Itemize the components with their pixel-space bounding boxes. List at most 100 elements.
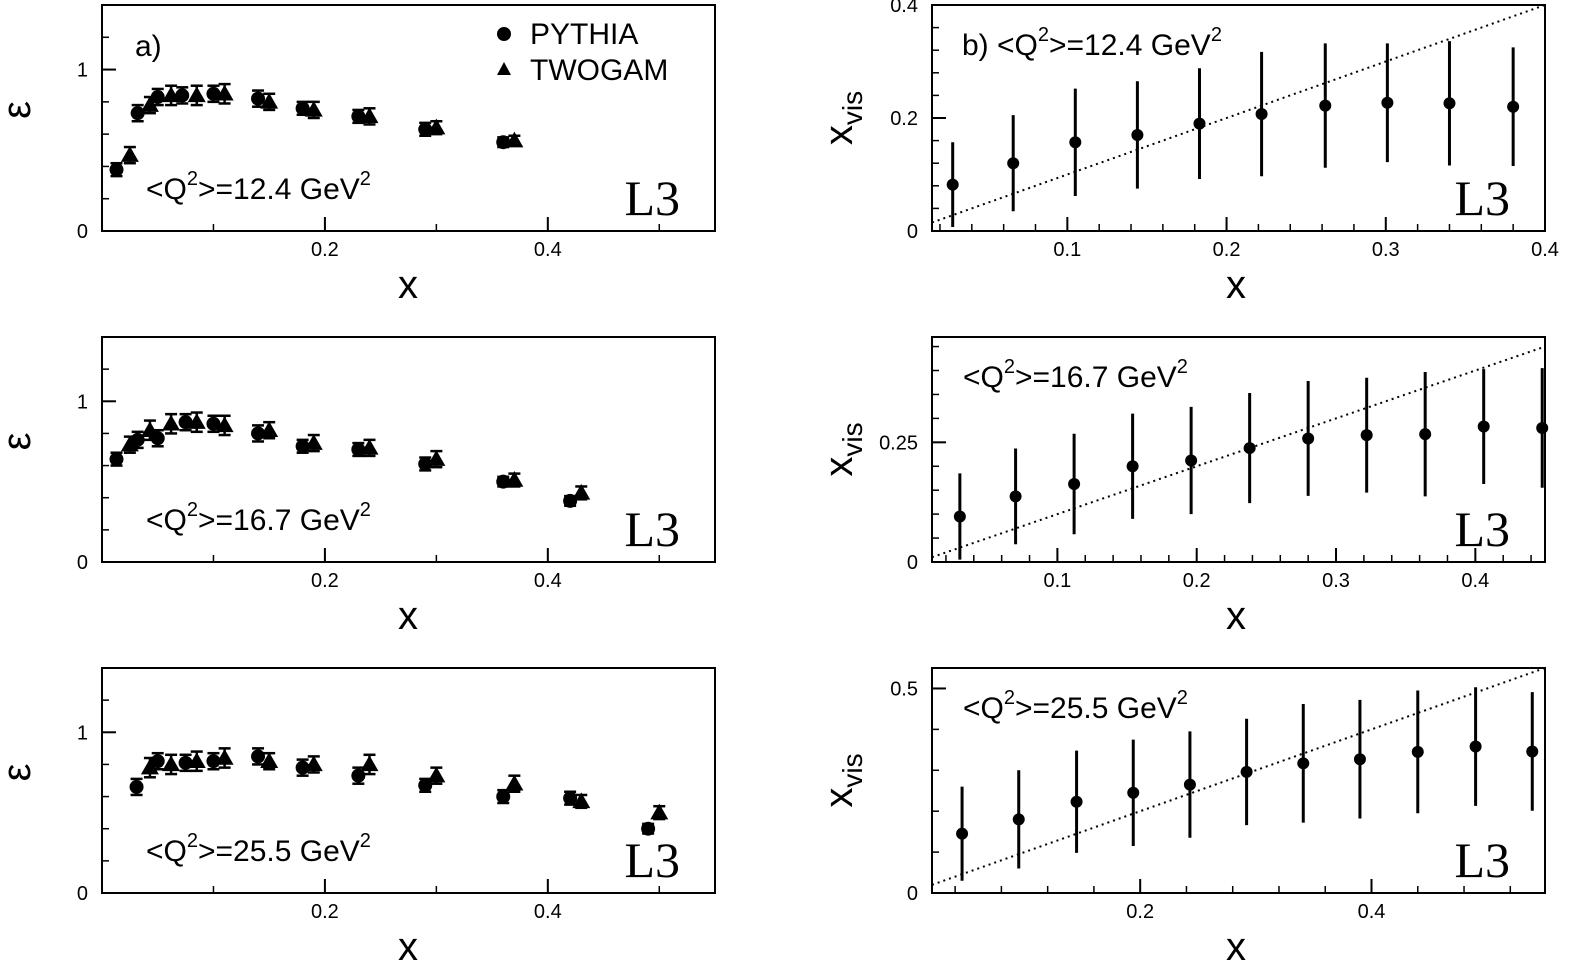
data-point <box>1411 690 1424 814</box>
circle-marker <box>1183 778 1196 791</box>
triangle-marker <box>572 792 591 809</box>
q2-annotation-mid: >=25.5 GeV <box>1015 692 1177 725</box>
data-point <box>427 118 446 136</box>
data-point <box>1183 731 1196 838</box>
q2-annotation-prefix: <Q <box>146 173 187 206</box>
circle-marker <box>1127 786 1140 799</box>
triangle-marker <box>187 752 206 768</box>
circle-marker <box>206 86 221 101</box>
x-axis-title: x <box>1226 263 1246 307</box>
q2-annotation-sup2: 2 <box>1177 356 1188 378</box>
triangle-marker <box>187 86 206 103</box>
data-point <box>109 161 124 178</box>
y-axis-title: ε <box>0 101 39 119</box>
series-twogam <box>140 747 669 821</box>
y-axis-title: ε <box>0 432 39 450</box>
data-point <box>1007 115 1020 212</box>
data-point <box>360 438 379 458</box>
triangle-marker <box>260 752 279 768</box>
triangle-marker <box>360 438 379 455</box>
circle-marker <box>1302 432 1315 445</box>
data-point <box>496 788 511 805</box>
triangle-marker <box>360 107 379 124</box>
circle-marker <box>351 109 366 124</box>
l3-logo-text: L3 <box>624 832 680 888</box>
y-axis-title: ε <box>0 763 39 781</box>
data-point <box>351 766 366 785</box>
data-point <box>1469 687 1482 806</box>
triangle-marker <box>304 434 323 450</box>
x-tick-label: 0.4 <box>534 901 562 923</box>
triangle-marker <box>260 421 279 437</box>
data-point <box>1381 43 1394 163</box>
plot-frame <box>931 667 1546 894</box>
circle-marker <box>109 162 124 177</box>
l3-logo-text: L3 <box>624 170 680 226</box>
data-point <box>1068 433 1081 535</box>
circle-marker <box>1255 108 1268 121</box>
data-point <box>215 747 234 769</box>
data-point <box>206 84 221 104</box>
series-twogam <box>120 411 591 501</box>
triangle-marker <box>140 96 159 112</box>
plot-frame <box>101 4 716 232</box>
y-axis-title-main: x <box>817 457 861 477</box>
plot-frame <box>931 336 1546 563</box>
circle-marker <box>351 768 366 783</box>
data-point <box>251 747 266 766</box>
x-tick-label: 0.2 <box>311 570 339 592</box>
circle-marker <box>251 91 266 106</box>
data-point <box>260 420 279 440</box>
series-pythia <box>109 84 511 178</box>
triangle-marker <box>360 755 379 772</box>
q2-annotation-mid: >=16.7 GeV <box>198 504 360 537</box>
data-point <box>572 483 591 501</box>
data-point <box>427 449 446 469</box>
data-point <box>953 473 966 560</box>
triangle-marker <box>260 92 279 109</box>
data-point <box>1127 739 1140 846</box>
circle-marker <box>1007 157 1020 170</box>
circle-marker <box>1185 454 1198 467</box>
data-point <box>178 412 193 432</box>
data-point <box>1193 68 1206 180</box>
y-axis-title-main: ε <box>0 432 39 450</box>
x-axis-title: x <box>398 925 418 969</box>
x-tick-label: 0.4 <box>1461 570 1489 592</box>
data-point <box>187 84 206 107</box>
triangle-marker <box>120 146 139 162</box>
data-point <box>351 441 366 458</box>
y-tick-label: 0 <box>907 883 918 905</box>
q2-annotation-prefix: <Q <box>963 692 1004 725</box>
y-tick-label: 0.4 <box>890 0 918 17</box>
data-point <box>360 753 379 776</box>
q2-annotation-sup2: 2 <box>360 830 371 852</box>
plot-frame <box>101 667 716 894</box>
q2-annotation-sup: 2 <box>1038 24 1049 46</box>
q2-annotation-mid: >=25.5 GeV <box>198 835 360 868</box>
data-point <box>1477 369 1490 484</box>
legend-circle-marker <box>497 27 511 41</box>
circle-marker <box>1126 460 1139 473</box>
legend-entry-twogam: TWOGAM <box>497 54 668 87</box>
q2-annotation-prefix: <Q <box>963 361 1004 394</box>
q2-annotation-mid: >=12.4 GeV <box>1049 29 1211 62</box>
triangle-marker <box>650 803 669 820</box>
q2-annotation-sup: 2 <box>187 499 198 521</box>
circle-marker <box>1319 99 1332 112</box>
circle-marker <box>1240 765 1253 778</box>
data-point <box>1069 88 1082 196</box>
circle-marker <box>1477 420 1490 433</box>
data-point <box>1507 47 1520 167</box>
q2-annotation: <Q2>=25.5 GeV2 <box>146 830 371 868</box>
x-tick-label: 0.4 <box>1358 901 1386 923</box>
data-point <box>260 92 279 112</box>
y-axis-title-main: ε <box>0 763 39 781</box>
data-point <box>251 89 266 108</box>
circle-marker <box>1193 117 1206 130</box>
triangle-marker <box>572 483 591 500</box>
circle-marker <box>418 456 433 471</box>
x-tick-label: 0.2 <box>311 239 339 261</box>
